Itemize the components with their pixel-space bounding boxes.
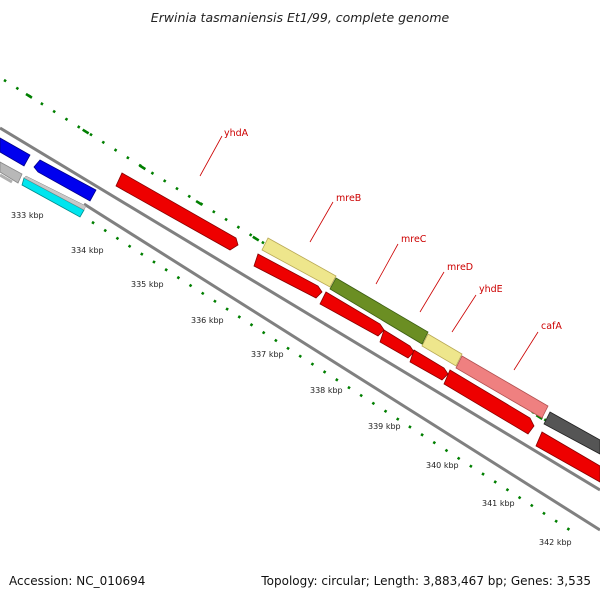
tick-label-335: 335 kbp (131, 280, 164, 289)
gene-label-leaders (199, 135, 539, 371)
tick-label-337: 337 kbp (251, 350, 284, 359)
gene-blue-1 (0, 137, 31, 167)
tick-label-341: 341 kbp (482, 499, 515, 508)
gene-mreB (261, 237, 337, 288)
gene-label-yhdA: yhdA (224, 128, 249, 139)
tick-label-340: 340 kbp (426, 461, 459, 470)
gene-label-mreB: mreB (336, 193, 361, 204)
gene-mreD (421, 333, 463, 367)
gene-label-cafA: cafA (541, 321, 562, 332)
gene-label-mreD: mreD (447, 262, 473, 273)
gene-gray-left (0, 161, 23, 184)
gene-cafA (455, 355, 549, 419)
gene-red-4 (409, 349, 449, 381)
accession-label: Accession: NC_010694 (9, 574, 146, 588)
genome-title: Erwinia tasmaniensis Et1/99, complete ge… (150, 10, 450, 25)
gene-label-mreC: mreC (401, 234, 427, 245)
gene-features (0, 137, 600, 483)
tick-label-334: 334 kbp (71, 246, 104, 255)
gene-yhdA (115, 172, 239, 251)
position-labels: 333 kbp 334 kbp 335 kbp 336 kbp 337 kbp … (11, 211, 572, 547)
genome-stats-label: Topology: circular; Length: 3,883,467 bp… (261, 574, 591, 588)
gene-red-5 (443, 369, 535, 435)
tick-label-333: 333 kbp (11, 211, 44, 220)
gene-red-2 (319, 291, 385, 337)
tick-label-336: 336 kbp (191, 316, 224, 325)
tick-label-339: 339 kbp (368, 422, 401, 431)
gene-dark-gray (543, 411, 600, 455)
gene-gray-left-2 (23, 175, 87, 211)
gene-mreC (329, 277, 429, 345)
gene-labels: yhdA mreB mreC mreD yhdE cafA (224, 128, 562, 332)
inner-tick-ring (91, 220, 577, 536)
tick-label-342: 342 kbp (539, 538, 572, 547)
gene-red-6 (535, 431, 600, 483)
tick-label-338: 338 kbp (310, 386, 343, 395)
gene-label-yhdE: yhdE (479, 284, 503, 295)
gene-red-3 (379, 329, 415, 359)
gene-red-1 (253, 253, 323, 299)
gene-blue-2 (33, 159, 97, 202)
